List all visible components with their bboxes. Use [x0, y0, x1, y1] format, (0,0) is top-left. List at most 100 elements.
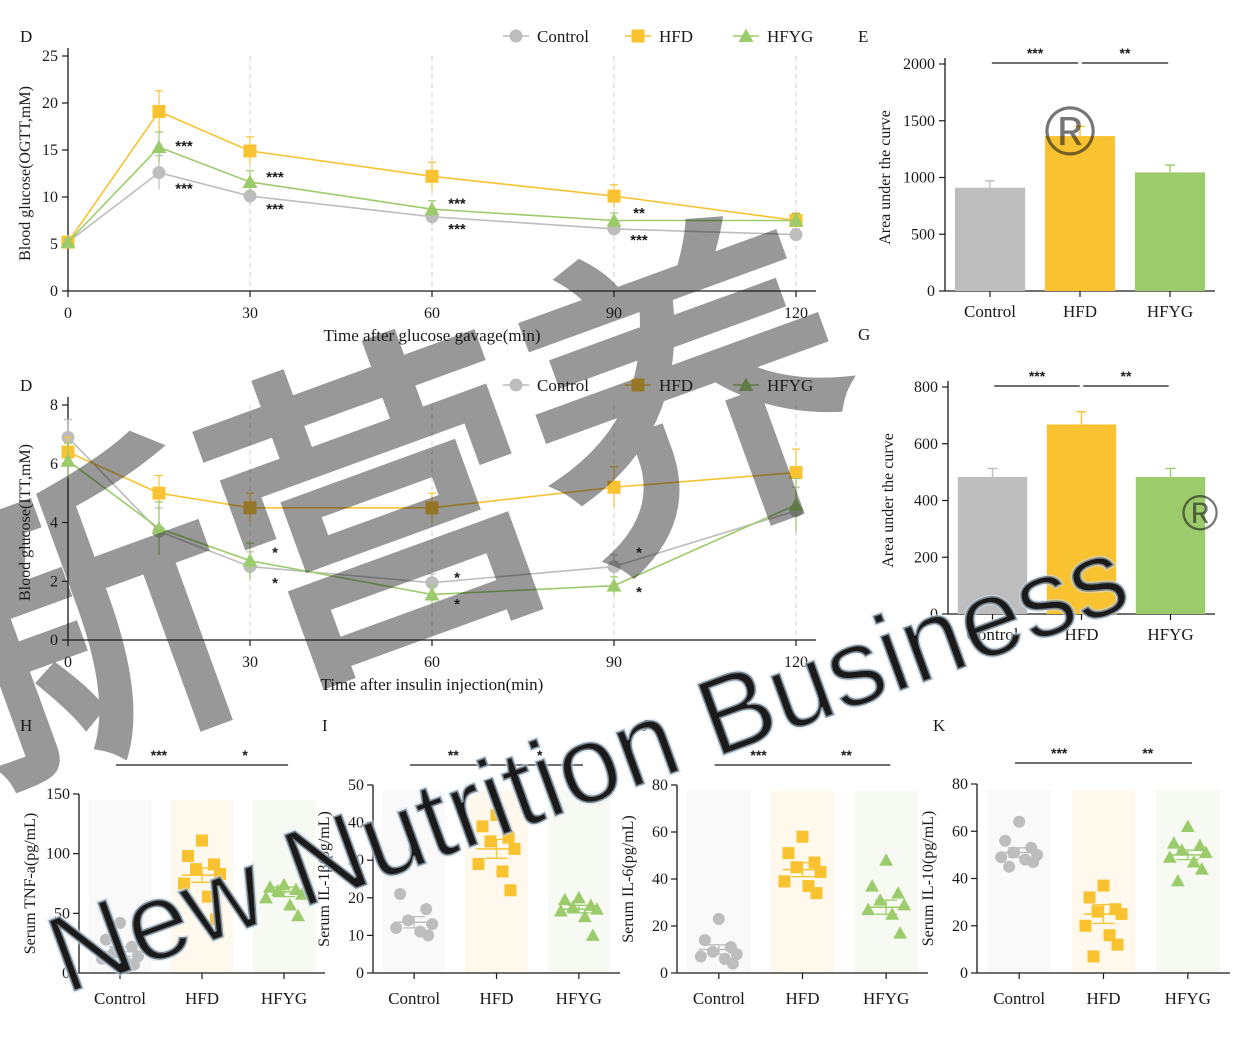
legend-label-Control: Control [537, 27, 589, 46]
x-tick-label: 30 [242, 305, 258, 322]
data-point-Control [999, 834, 1012, 847]
y-tick-label: 10 [348, 927, 364, 944]
data-point-HFYG [1186, 855, 1201, 868]
x-tick-label: 90 [606, 654, 622, 671]
data-point-HFD [210, 913, 222, 926]
significance-mark: * [537, 747, 543, 763]
x-tick-label: HFYG [556, 989, 602, 1008]
data-point-HFD [490, 809, 503, 822]
data-point-HFYG [1162, 850, 1177, 863]
x-tick-label: Control [967, 625, 1019, 644]
y-axis-label: Serum IL-1β(pg/mL) [316, 811, 333, 947]
x-tick-label: HFYG [1147, 302, 1193, 321]
significance-mark: * [272, 575, 278, 592]
data-point-HFD [789, 466, 803, 480]
data-point-HFYG [606, 578, 622, 592]
data-point-HFYG [577, 909, 592, 923]
legend-marker-HFD [631, 378, 645, 392]
significance-mark: *** [630, 232, 648, 249]
data-point-Control [726, 957, 739, 970]
significance-mark: * [636, 544, 642, 561]
x-tick-label: Control [964, 302, 1016, 321]
y-tick-label: 40 [348, 815, 364, 832]
series-line-HFD [67, 110, 797, 243]
series-line-HFYG [67, 460, 797, 596]
data-point-HFD [484, 835, 497, 848]
significance-mark: ** [841, 747, 852, 763]
bar-HFYG [1135, 476, 1206, 614]
y-tick-label: 0 [50, 283, 58, 300]
y-tick-label: 500 [911, 226, 935, 243]
column-band-HFYG [1155, 790, 1220, 973]
x-axis-label: Time after insulin injection(min) [321, 675, 544, 694]
data-point-HFD [202, 890, 214, 903]
data-point-HFD [178, 877, 190, 890]
y-tick-label: 0 [930, 606, 938, 623]
x-tick-label: 90 [606, 305, 622, 322]
significance-mark: ** [1120, 45, 1131, 61]
y-tick-label: 0 [927, 283, 935, 300]
significance-mark: * [272, 544, 278, 561]
data-point-Control [706, 945, 719, 958]
y-tick-label: 40 [652, 871, 668, 888]
data-point-Control [712, 912, 725, 925]
data-point-Control [243, 189, 257, 203]
y-tick-label: 20 [952, 918, 968, 935]
chart-ogtt_auc: E 0 500 1000 1500 2000 Area under the curve Con… [858, 27, 1215, 321]
data-point-HFYG [1192, 838, 1207, 851]
significance-mark: * [242, 747, 248, 763]
data-point-HFD [508, 842, 521, 855]
x-tick-label: 60 [424, 305, 440, 322]
data-point-HFYG [151, 520, 167, 535]
data-point-HFYG [60, 453, 76, 467]
data-point-HFYG [553, 904, 568, 917]
data-point-Control [96, 952, 108, 965]
panel-label: I [322, 716, 328, 735]
column-band-Control [88, 800, 152, 973]
data-point-HFYG [242, 553, 258, 567]
significance-mark: * [454, 569, 460, 586]
bar-HFYG [1134, 172, 1206, 291]
data-point-HFD [152, 104, 166, 118]
x-tick-label: HFD [479, 989, 513, 1008]
data-point-HFYG [861, 902, 876, 916]
data-point-HFYG [259, 890, 273, 904]
y-tick-label: 800 [914, 379, 938, 396]
panel-label: K [933, 716, 946, 735]
legend-marker-HFYG [738, 28, 754, 42]
y-tick-label: 0 [660, 965, 668, 982]
chart-tnf: H 0 50 100 150 Serum TNF-a(pg/mL) Control HFD HF… [20, 716, 325, 1008]
y-tick-label: 400 [914, 493, 938, 510]
panel-label: D [20, 27, 32, 46]
data-point-HFD [607, 480, 621, 494]
data-point-Control [408, 842, 421, 855]
data-point-HFD [472, 857, 485, 870]
y-tick-label: 0 [356, 965, 364, 982]
x-tick-label: HFYG [1147, 625, 1193, 644]
data-point-Control [390, 921, 403, 934]
y-axis-label: Serum IL-10(pg/mL) [920, 811, 937, 947]
column-band-HFD [465, 791, 528, 973]
data-point-HFYG [271, 883, 285, 897]
data-point-HFYG [1170, 873, 1185, 887]
data-point-Control [1007, 846, 1020, 859]
data-point-HFD [496, 865, 509, 878]
x-tick-label: HFD [1063, 302, 1097, 321]
x-tick-label: HFYG [261, 989, 307, 1008]
x-tick-label: HFD [1064, 625, 1098, 644]
y-axis-label: Blood glucose(OGTT,mM) [17, 86, 34, 261]
chart-itt: D 0 2 4 6 8 0 30 60 90 120 Time after insulin injec… [17, 376, 816, 694]
data-point-HFD [152, 486, 166, 500]
data-point-HFD [196, 834, 208, 847]
data-point-Control [152, 166, 166, 180]
data-point-HFYG [585, 928, 600, 941]
data-point-HFYG [263, 880, 277, 893]
data-point-HFYG [60, 234, 76, 249]
chart-ogtt: D 0 5 10 15 20 25 0 30 60 90 120 Time after glucose … [17, 27, 816, 345]
significance-mark: *** [750, 747, 767, 763]
data-point-HFYG [424, 586, 440, 601]
significance-mark: *** [1051, 745, 1068, 761]
chart-il10: K 0 20 40 60 80 Serum IL-10(pg/mL) Control HFD HF… [920, 716, 1230, 1008]
bar-HFD [1044, 136, 1116, 291]
